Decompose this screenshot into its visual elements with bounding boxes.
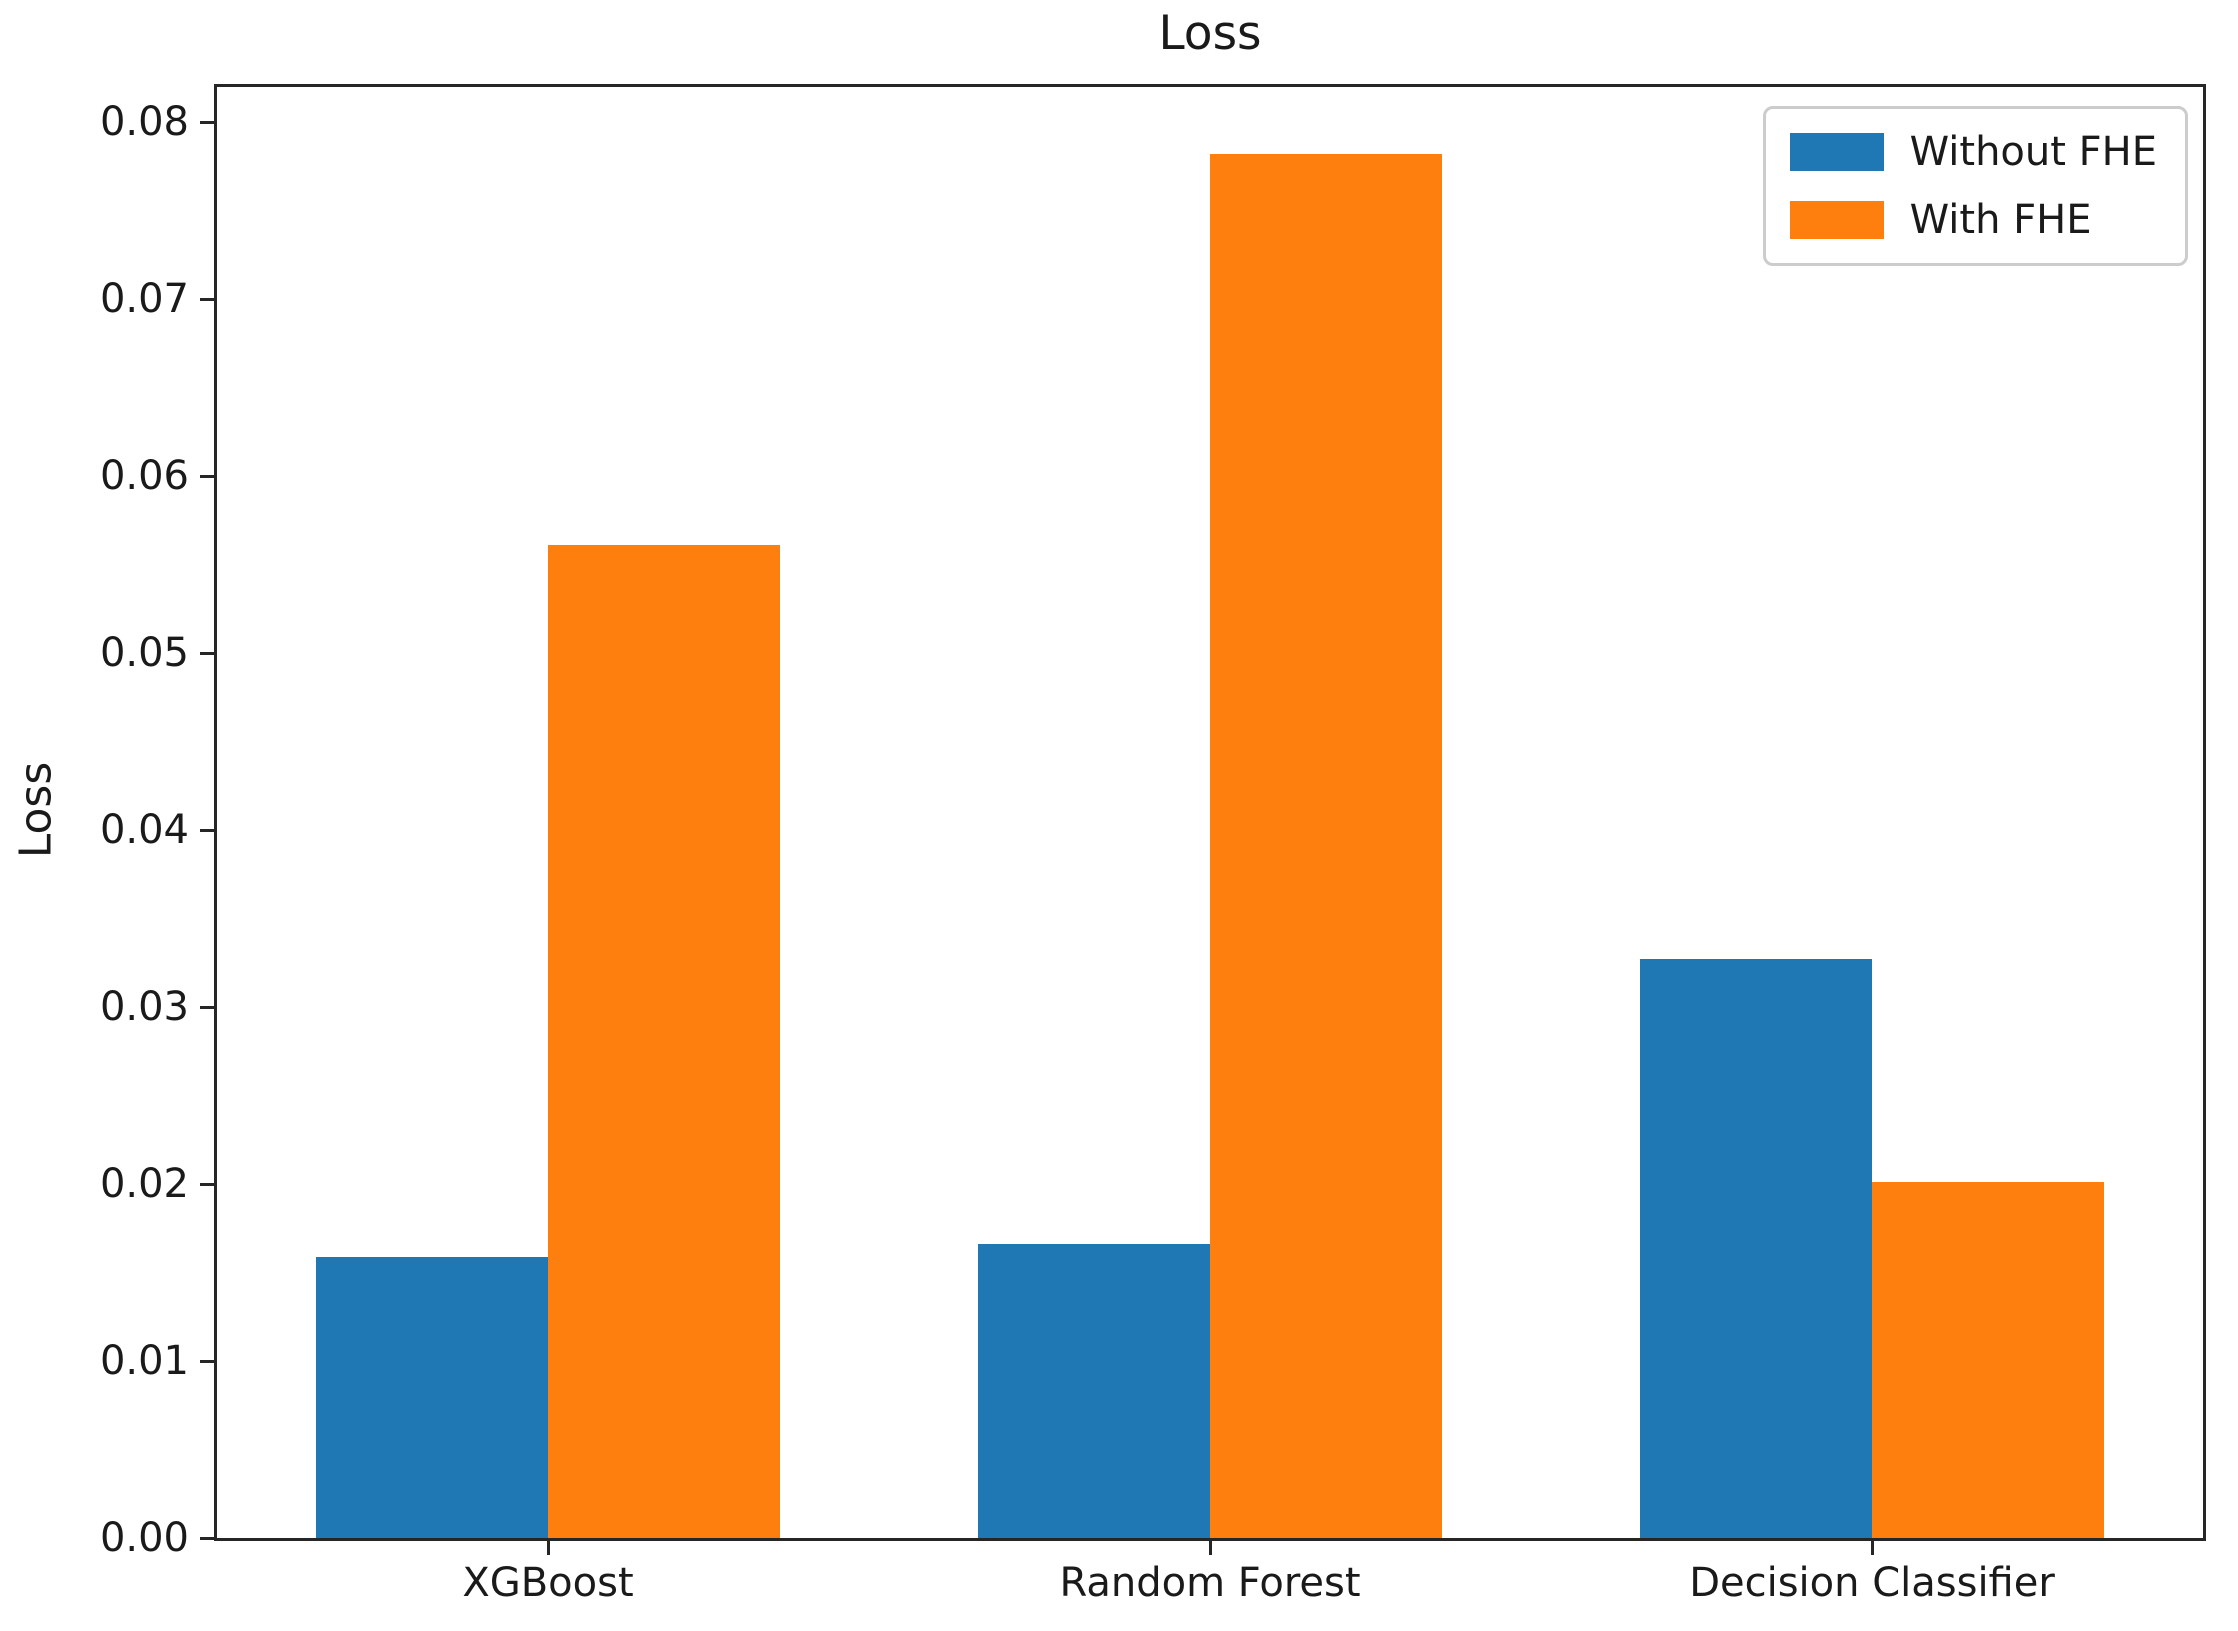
y-axis-label: Loss [10, 761, 62, 859]
y-tick-0.04 [200, 828, 214, 832]
y-tick-label-0.00: 0.00 [99, 1515, 189, 1561]
y-tick-label-0.06: 0.06 [99, 453, 189, 500]
x-tick-xgboost [546, 1541, 550, 1555]
legend-swatch-with-fhe [1789, 201, 1884, 239]
y-tick-label-0.03: 0.03 [99, 984, 189, 1031]
y-tick-label-0.04: 0.04 [99, 807, 189, 854]
bar-with-fhe-random-forest [1210, 154, 1442, 1538]
y-tick-0.00 [200, 1536, 214, 1540]
x-tick-decision-classifier [1870, 1541, 1874, 1555]
y-tick-label-0.07: 0.07 [99, 276, 189, 323]
y-tick-0.05 [200, 651, 214, 655]
legend-entry-without-fhe: Without FHE [1789, 129, 2157, 175]
bar-without-fhe-xgboost [316, 1256, 548, 1538]
y-tick-label-0.05: 0.05 [99, 630, 189, 677]
x-tick-random-forest [1208, 1541, 1212, 1555]
legend-entry-with-fhe: With FHE [1789, 197, 2157, 243]
y-tick-0.03 [200, 1005, 214, 1009]
y-tick-0.06 [200, 474, 214, 478]
legend-label-without-fhe: Without FHE [1909, 129, 2157, 175]
plot-area: XGBoost Random Forest Decision Classifier 0… [100, 84, 2206, 1606]
bar-with-fhe-decision-classifier [1872, 1182, 2104, 1538]
bar-without-fhe-decision-classifier [1640, 959, 1872, 1538]
y-tick-0.02 [200, 1182, 214, 1186]
y-tick-label-0.01: 0.01 [99, 1338, 189, 1385]
legend: Without FHE With FHE [1762, 106, 2188, 266]
bar-with-fhe-xgboost [548, 545, 780, 1538]
y-tick-label-0.02: 0.02 [99, 1161, 189, 1208]
legend-swatch-without-fhe [1789, 133, 1884, 171]
bar-without-fhe-random-forest [978, 1244, 1210, 1538]
y-tick-0.01 [200, 1359, 214, 1363]
x-tick-label-decision-classifier: Decision Classifier [1689, 1560, 2055, 1606]
chart-title: Loss [1158, 6, 1262, 61]
y-tick-0.07 [200, 297, 214, 301]
x-tick-label-random-forest: Random Forest [1059, 1560, 1361, 1606]
y-tick-label-0.08: 0.08 [99, 99, 189, 146]
x-tick-label-xgboost: XGBoost [462, 1560, 634, 1606]
legend-label-with-fhe: With FHE [1909, 197, 2092, 243]
y-tick-0.08 [200, 120, 214, 124]
